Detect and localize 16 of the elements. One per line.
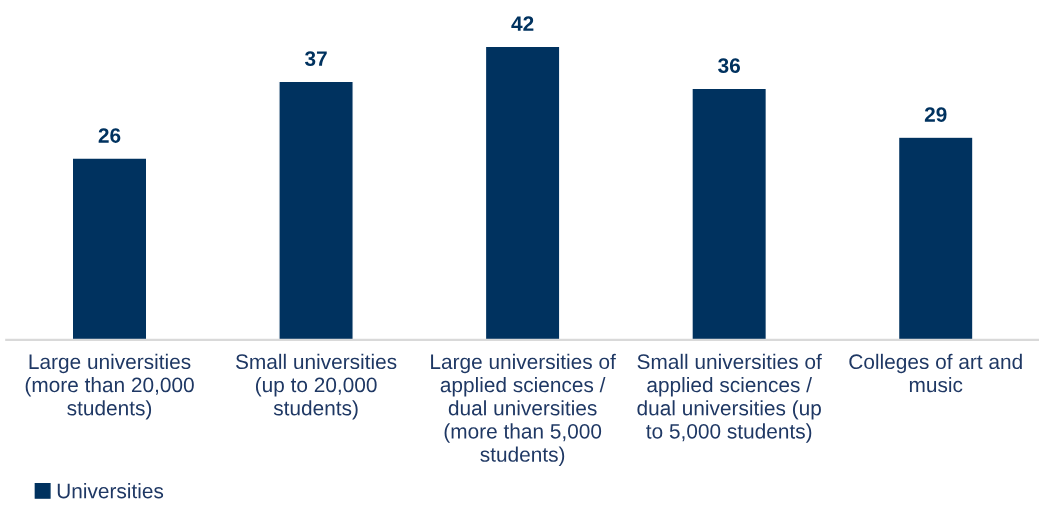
x-tick-label: Small universities of applied sciences / dual universities (up to 5,000 students): [637, 353, 822, 443]
legend-label: Universities: [57, 483, 164, 499]
data-label: 29: [924, 107, 947, 122]
bar: [691, 87, 768, 340]
data-label: 37: [304, 51, 327, 67]
x-tick-label: Colleges of art and music: [849, 353, 1022, 393]
data-label: 26: [98, 128, 121, 143]
data-label: 42: [511, 16, 534, 31]
data-label: 36: [718, 58, 740, 74]
x-tick-label: Large universities (more than 20,000 students): [25, 353, 194, 420]
bar: [278, 80, 354, 340]
x-tick-label: Small universities (up to 20,000 students): [235, 353, 397, 420]
bar: [484, 45, 561, 340]
bar: [71, 157, 148, 340]
bar: [897, 136, 974, 340]
x-tick-label: Large universities of applied sciences / dual universities (more than 5,000 students): [431, 353, 616, 466]
